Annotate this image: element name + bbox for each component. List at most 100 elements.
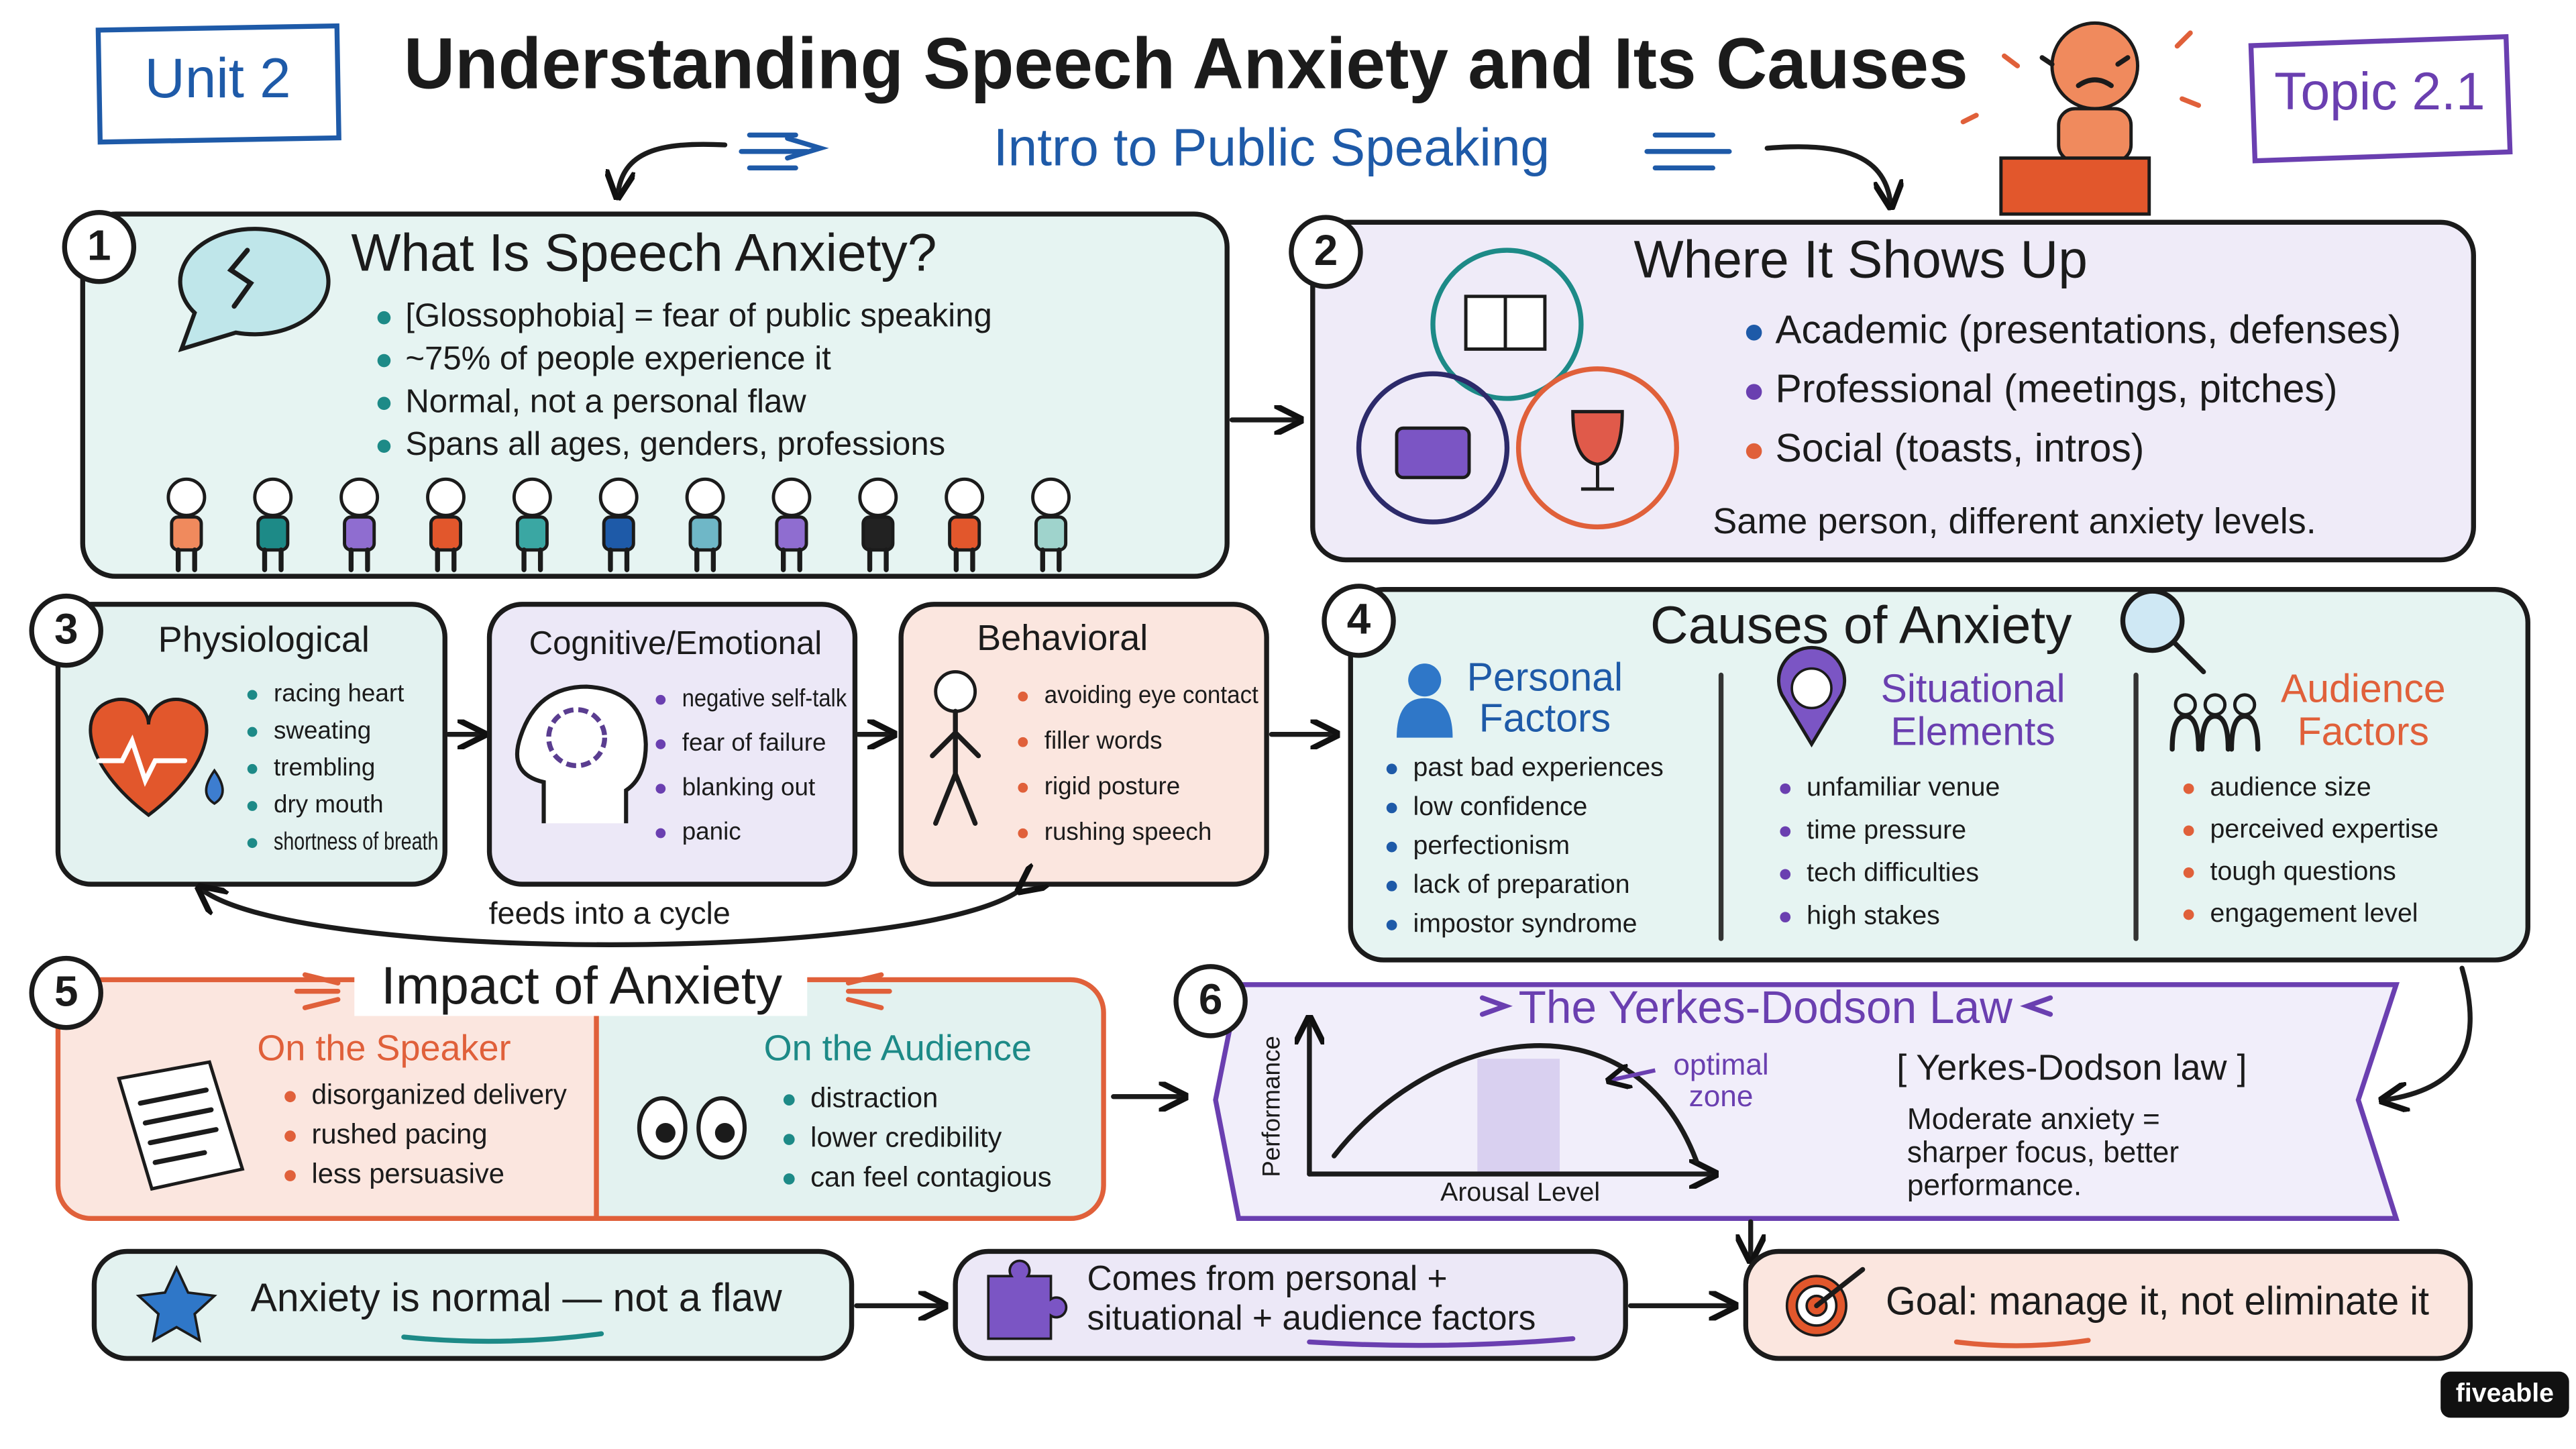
summary-text: situational + audience factors <box>1087 1298 1536 1337</box>
section-note: Same person, different anxiety levels. <box>1713 501 2316 541</box>
bullet-text: fear of failure <box>682 729 826 756</box>
topic-badge <box>2248 34 2513 164</box>
underline <box>401 1331 604 1344</box>
person-legs <box>521 547 543 572</box>
brand-label: fiveable <box>2456 1378 2554 1407</box>
heart-icon <box>89 698 209 818</box>
section-number: 2 <box>1314 226 1338 274</box>
bullet-text: filler words <box>1044 727 1163 754</box>
person-legs <box>175 547 197 572</box>
subtitle-decoration <box>739 132 829 171</box>
brand-badge <box>2440 1371 2569 1418</box>
pupil <box>655 1123 676 1143</box>
bullet-text: engagement level <box>2210 898 2418 928</box>
section-title: The Yerkes-Dodson Law <box>1519 981 2013 1033</box>
venn-social <box>1515 366 1679 530</box>
stick-figure <box>930 708 981 826</box>
section-number-circle <box>1173 964 1248 1038</box>
section-number: 5 <box>54 967 78 1015</box>
main-title: Understanding Speech Anxiety and Its Cau… <box>404 23 1968 104</box>
bullet-dot <box>2183 783 2194 794</box>
person-body <box>688 515 722 552</box>
bullet-dot <box>1780 912 1791 923</box>
bullet-text: perfectionism <box>1413 830 1570 860</box>
arrow <box>2385 965 2473 1099</box>
bullet-dot <box>1386 802 1397 814</box>
zone-arrow <box>1611 1070 1656 1080</box>
definition: Moderate anxiety = <box>1907 1103 2160 1136</box>
summary-text: Goal: manage it, not eliminate it <box>1886 1280 2429 1324</box>
group-title: Situational <box>1881 667 2065 710</box>
unit-label: Unit 2 <box>145 46 291 109</box>
bullet-dot <box>284 1130 296 1142</box>
bullet-text: lack of preparation <box>1413 869 1630 899</box>
speech-bubble-icon <box>178 227 331 353</box>
zone-label: optimal <box>1673 1049 1768 1081</box>
bullet-dot <box>1018 737 1028 747</box>
bullet-text: tough questions <box>2210 856 2396 885</box>
group-title: Cognitive/Emotional <box>529 625 822 661</box>
bullet-text: audience size <box>2210 772 2371 802</box>
person-head <box>1031 477 1071 517</box>
figure-head <box>934 670 977 713</box>
cycle-label: feeds into a cycle <box>489 896 731 930</box>
bullet-dot <box>783 1094 795 1106</box>
bullet-dot <box>1780 869 1791 880</box>
person-body <box>1034 515 1068 552</box>
section-title: Causes of Anxiety <box>1650 595 2072 654</box>
audience-body <box>2199 714 2231 752</box>
person-head <box>685 477 725 517</box>
person-legs <box>694 547 716 572</box>
bullet-text: unfamiliar venue <box>1807 772 2000 802</box>
person-head <box>858 477 898 517</box>
person-body <box>515 515 549 552</box>
person-legs <box>435 547 457 572</box>
arrow <box>1764 144 1890 205</box>
bullet-text: negative self-talk <box>682 684 847 712</box>
definition: sharper focus, better <box>1907 1136 2179 1169</box>
bullet-text: tech difficulties <box>1807 858 1979 888</box>
summary-box <box>1743 1248 2473 1361</box>
person-icon-body <box>1397 698 1453 738</box>
brain-scribble <box>546 707 608 769</box>
title-backdrop <box>354 963 808 1016</box>
bullet-text: high stakes <box>1807 901 1940 930</box>
bullet-dot <box>377 439 391 453</box>
bullet-dot <box>783 1134 795 1145</box>
bullet-dot <box>1746 384 1762 400</box>
section-number-circle <box>29 593 103 668</box>
bullet-text: can feel contagious <box>810 1161 1052 1192</box>
section-number-circle <box>1322 584 1396 658</box>
optimal-zone <box>1477 1059 1560 1173</box>
bullet-text: racing heart <box>274 680 404 707</box>
section-number-circle <box>29 955 103 1030</box>
bullet-text: low confidence <box>1413 792 1588 821</box>
bullet-dot <box>2183 909 2194 920</box>
section-4-box <box>1348 587 2530 963</box>
group-title: Audience <box>2281 667 2446 710</box>
unit-badge <box>95 23 341 145</box>
person-body <box>775 515 808 552</box>
podium <box>1999 156 2151 216</box>
bullet-text: Academic (presentations, defenses) <box>1776 308 2402 352</box>
stress-marks <box>1960 30 2202 125</box>
group-title: Physiological <box>158 620 370 660</box>
venn-academic <box>1430 248 1584 401</box>
bullet-dot <box>1746 325 1762 341</box>
speaker-face <box>2039 55 2131 89</box>
bullet-dot <box>284 1170 296 1181</box>
bullet-text: disorganized delivery <box>311 1079 567 1110</box>
bullet-text: dry mouth <box>274 790 384 818</box>
section-title: Where It Shows Up <box>1633 229 2088 288</box>
bullet-text: trembling <box>274 753 375 781</box>
term: [ Yerkes-Dodson law ] <box>1896 1048 2247 1088</box>
person-legs <box>781 547 802 572</box>
definition: performance. <box>1907 1169 2082 1201</box>
section-number: 4 <box>1347 595 1371 643</box>
person-head <box>426 477 466 517</box>
bullet-text: Professional (meetings, pitches) <box>1776 368 2338 411</box>
person-body <box>429 515 463 552</box>
bullet-dot <box>377 354 391 368</box>
bullet-dot <box>1018 782 1028 793</box>
